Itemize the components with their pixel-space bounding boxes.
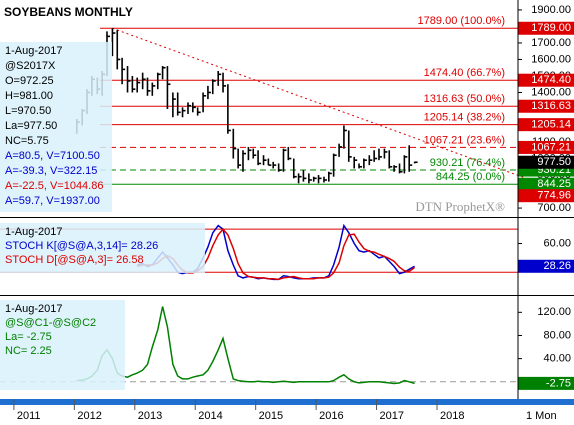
level-label: 1205.14 (38.2%) <box>424 112 505 124</box>
trend-axis-label: 774.96 <box>537 190 571 202</box>
y-tick-label: 40.00 <box>543 353 571 365</box>
y-tick-label: 1400.00 <box>531 86 571 98</box>
last-axis-label-box <box>518 376 574 390</box>
legend-entry: @S@C1-@S@C2 <box>5 317 96 329</box>
trend-axis-label-box <box>518 189 574 203</box>
level-axis-label-box <box>518 177 574 191</box>
y-tick-label: 80.00 <box>543 329 571 341</box>
x-tick-label: 2014 <box>198 410 222 422</box>
x-tick-label: 2011 <box>17 410 41 422</box>
y-tick-label: 1600.00 <box>531 53 571 65</box>
legend-entry: STOCH D[@S@A,3]= 26.58 <box>5 254 144 266</box>
series-line <box>76 306 415 385</box>
level-axis-label: 1789.00 <box>531 22 571 34</box>
level-label: 1474.40 (66.7%) <box>424 67 505 79</box>
chart-title: SOYBEANS MONTHLY <box>4 5 133 19</box>
x-tick-label: 2017 <box>380 410 404 422</box>
level-label: 1789.00 (100.0%) <box>418 15 505 27</box>
x-tick-label: 2015 <box>259 410 283 422</box>
info-line: A=80.5, V=7100.50 <box>5 150 100 162</box>
info-line: L=970.50 <box>5 105 51 117</box>
info-line: 1-Aug-2017 <box>5 303 63 315</box>
watermark: DTN ProphetX® <box>415 199 505 214</box>
last-axis-label: 28.26 <box>543 260 571 272</box>
trend-line <box>112 27 574 197</box>
level-label: 1316.63 (50.0%) <box>424 93 505 105</box>
level-axis-label: 1316.63 <box>531 100 571 112</box>
level-axis-label-box <box>518 99 574 113</box>
x-tick-label: 2013 <box>138 410 162 422</box>
info-line: O=972.25 <box>5 75 54 87</box>
info-line: A=-39.3, V=322.15 <box>5 165 97 177</box>
level-axis-label-box <box>518 140 574 154</box>
level-label: 930.21 (76.4%) <box>430 157 505 169</box>
level-axis-label: 1474.40 <box>531 74 571 86</box>
level-axis-label: 844.25 <box>537 178 571 190</box>
info-box <box>0 300 125 390</box>
x-tick-label: 2016 <box>319 410 343 422</box>
info-box <box>0 42 112 212</box>
last-axis-label-box <box>518 259 574 273</box>
info-line: NC=5.75 <box>5 135 49 147</box>
last-axis-label: -2.75 <box>546 377 571 389</box>
info-line: 1-Aug-2017 <box>5 45 63 57</box>
level-axis-label-box <box>518 118 574 132</box>
y-tick-label: 60.00 <box>543 237 571 249</box>
info-line: A=-22.5, V=1044.86 <box>5 180 103 192</box>
legend-entry: STOCH K[@S@A,3,14]= 28.26 <box>5 240 158 252</box>
info-line: H=981.00 <box>5 90 53 102</box>
y-tick-label: 120.00 <box>537 306 571 318</box>
level-axis-label-box <box>518 21 574 35</box>
x-tick-label: 2012 <box>77 410 101 422</box>
y-tick-label: 1700.00 <box>531 37 571 49</box>
info-line: La=977.50 <box>5 120 57 132</box>
info-line: NC= 2.25 <box>5 345 52 357</box>
y-tick-label: 700.00 <box>537 202 571 214</box>
level-label: 844.25 (0.0%) <box>436 171 505 183</box>
info-line: A=59.7, V=1937.00 <box>5 195 100 207</box>
x-tick-label: 2018 <box>440 410 464 422</box>
last-axis-label-box <box>518 155 574 169</box>
level-axis-label-box <box>518 73 574 87</box>
last-axis-label: 977.50 <box>537 156 571 168</box>
info-box <box>0 223 205 273</box>
y-tick-label: 1900.00 <box>531 4 571 16</box>
interval-label: 1 Mon <box>526 410 557 422</box>
info-line: @S2017X <box>5 60 56 72</box>
info-line: La= -2.75 <box>5 331 52 343</box>
x-axis-band <box>0 399 574 405</box>
info-line: 1-Aug-2017 <box>5 226 63 238</box>
level-label: 1067.21 (23.6%) <box>424 134 505 146</box>
level-axis-label: 1067.21 <box>531 141 571 153</box>
level-axis-label: 1205.14 <box>531 119 571 131</box>
